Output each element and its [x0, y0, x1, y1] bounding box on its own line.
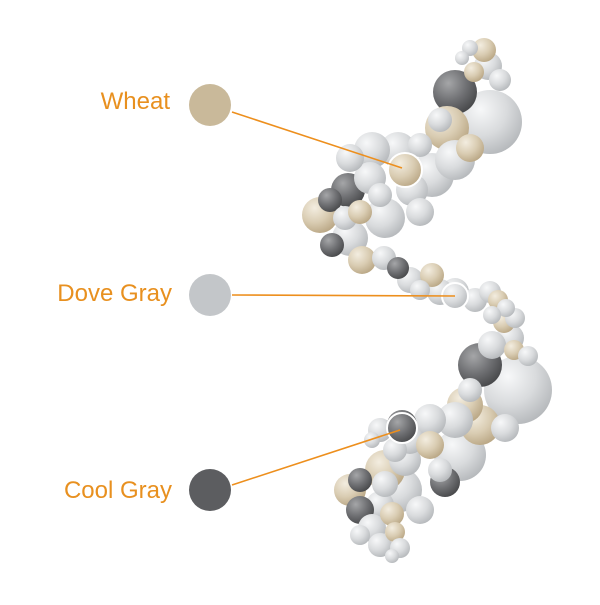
dove-gray-balloon [365, 198, 405, 238]
wheat-balloon [464, 62, 484, 82]
cool-gray-balloon [387, 257, 409, 279]
dove-gray-balloon [458, 378, 482, 402]
dove-gray-balloon [372, 471, 398, 497]
legend-label-wheat: Wheat [100, 88, 170, 115]
dove-gray-balloon [408, 133, 432, 157]
wheat-balloon [380, 502, 404, 526]
dove-gray-balloon [483, 306, 501, 324]
wheat-balloon [348, 246, 376, 274]
wheat-balloon [472, 38, 496, 62]
dove-gray-balloon [484, 356, 552, 424]
dove-gray-balloon [336, 144, 364, 172]
cool-gray-balloon [348, 468, 372, 492]
swatch-dove-gray [189, 274, 231, 316]
dove-gray-balloon [368, 183, 392, 207]
wheat-balloon [456, 134, 484, 162]
dove-gray-balloon [350, 525, 370, 545]
dove-gray-balloon [428, 458, 452, 482]
dove-gray-balloon [455, 51, 469, 65]
cool-gray-highlight-balloon [386, 412, 418, 444]
swatch-wheat [189, 84, 231, 126]
cool-gray-leader-line [231, 429, 401, 486]
dove-gray-leader-line [231, 294, 456, 297]
dove-gray-balloon [406, 198, 434, 226]
balloon-garland [302, 38, 552, 563]
legend-label-dove-gray: Dove Gray [57, 280, 172, 307]
wheat-balloon [348, 200, 372, 224]
cool-gray-balloon [318, 188, 342, 212]
dove-gray-balloon [428, 108, 452, 132]
wheat-balloon [416, 431, 444, 459]
dove-gray-balloon [491, 414, 519, 442]
legend-swatches [189, 84, 231, 511]
swatch-cool-gray [189, 469, 231, 511]
dove-gray-balloon [410, 280, 430, 300]
dove-gray-balloon [414, 404, 446, 436]
wheat-leader-line [231, 111, 403, 169]
cool-gray-balloon [433, 70, 477, 114]
wheat-balloon [420, 263, 444, 287]
dove-gray-balloon [385, 549, 399, 563]
dove-gray-balloon [368, 533, 392, 557]
dove-gray-balloon [406, 496, 434, 524]
dove-gray-balloon [478, 331, 506, 359]
dove-gray-balloon [383, 438, 407, 462]
dove-gray-balloon [489, 69, 511, 91]
legend-label-cool-gray: Cool Gray [63, 477, 172, 504]
dove-gray-balloon [518, 346, 538, 366]
dove-gray-balloon [462, 40, 478, 56]
wheat-balloon [385, 522, 405, 542]
leader-lines [231, 111, 456, 486]
wheat-highlight-balloon [387, 152, 423, 188]
dove-gray-balloon [437, 402, 473, 438]
dove-gray-balloon [497, 299, 515, 317]
cool-gray-balloon [320, 233, 344, 257]
